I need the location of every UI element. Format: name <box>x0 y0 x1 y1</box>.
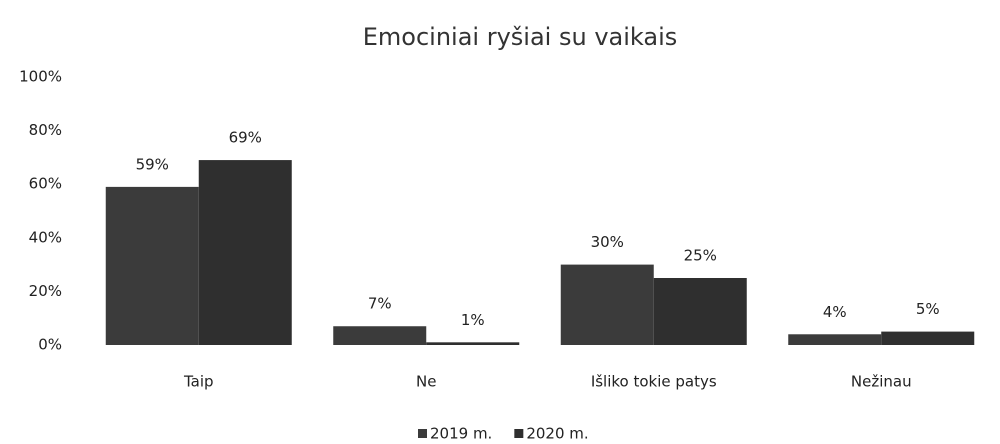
x-tick-label: Nežinau <box>851 373 912 391</box>
value-label: 59% <box>136 155 169 173</box>
x-tick-label: Ne <box>416 373 436 391</box>
y-tick-label: 60% <box>29 175 62 193</box>
legend-swatch <box>418 429 427 438</box>
bar <box>105 186 199 345</box>
chart-title: Emociniai ryšiai su vaikais <box>363 23 678 51</box>
y-tick-label: 20% <box>29 282 62 300</box>
y-tick-label: 80% <box>29 121 62 139</box>
bar <box>333 326 427 345</box>
legend-swatch <box>514 429 524 438</box>
legend-label: 2019 m. <box>430 425 492 443</box>
value-label: 25% <box>684 247 717 265</box>
y-tick-label: 40% <box>29 228 62 246</box>
x-tick-label: Išliko tokie patys <box>591 373 717 391</box>
value-label: 1% <box>461 311 485 329</box>
bar <box>560 264 654 345</box>
bar <box>653 278 747 345</box>
bar <box>788 334 882 345</box>
value-label: 4% <box>823 303 847 321</box>
bar <box>881 331 975 345</box>
value-label: 7% <box>368 295 392 313</box>
legend-label: 2020 m. <box>526 425 588 443</box>
y-tick-label: 0% <box>38 336 62 354</box>
y-tick-label: 100% <box>19 68 62 86</box>
value-label: 69% <box>229 129 262 147</box>
bar <box>198 160 292 345</box>
value-label: 5% <box>916 300 940 318</box>
x-tick-label: Taip <box>183 373 214 391</box>
value-label: 30% <box>591 233 624 251</box>
bar <box>426 342 520 345</box>
